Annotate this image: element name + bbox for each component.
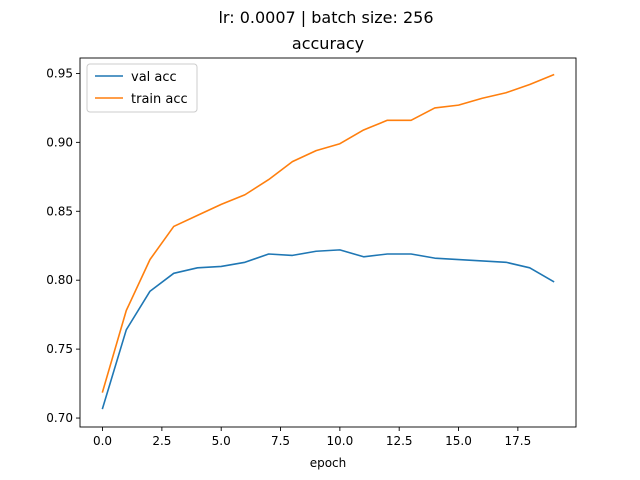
- series-line-val-acc: [101, 249, 555, 410]
- y-tick-label: 0.70: [46, 411, 73, 425]
- x-tick-label: 5.0: [212, 434, 231, 448]
- legend-item: train acc: [95, 92, 188, 107]
- x-tick-label: 15.0: [445, 434, 472, 448]
- figure-suptitle: lr: 0.0007 | batch size: 256: [218, 8, 433, 27]
- y-tick-label: 0.85: [46, 204, 73, 218]
- x-tick-label: 12.5: [386, 434, 413, 448]
- legend-label: train acc: [131, 92, 188, 107]
- x-tick-label: 2.5: [152, 434, 171, 448]
- legend: val acc train acc: [86, 63, 198, 113]
- y-tick-label: 0.75: [46, 342, 73, 356]
- x-axis-label: epoch: [310, 456, 347, 470]
- legend-item: val acc: [95, 70, 177, 85]
- plot-area: 0.0 2.5 5.0 7.5 10.0 12.5 15.0 17.5 0.70 0.75 0.80…: [46, 57, 577, 448]
- axes-title: accuracy: [292, 34, 364, 53]
- legend-label: val acc: [131, 70, 177, 85]
- y-tick-label: 0.95: [46, 66, 73, 80]
- axes-frame: [79, 57, 577, 428]
- x-tick-label: 7.5: [271, 434, 290, 448]
- series-line-train-acc: [101, 73, 555, 393]
- y-tick-label: 0.90: [46, 135, 73, 149]
- x-tick-label: 0.0: [93, 434, 112, 448]
- x-tick-label: 10.0: [327, 434, 354, 448]
- x-tick-label: 17.5: [504, 434, 531, 448]
- y-tick-label: 0.80: [46, 273, 73, 287]
